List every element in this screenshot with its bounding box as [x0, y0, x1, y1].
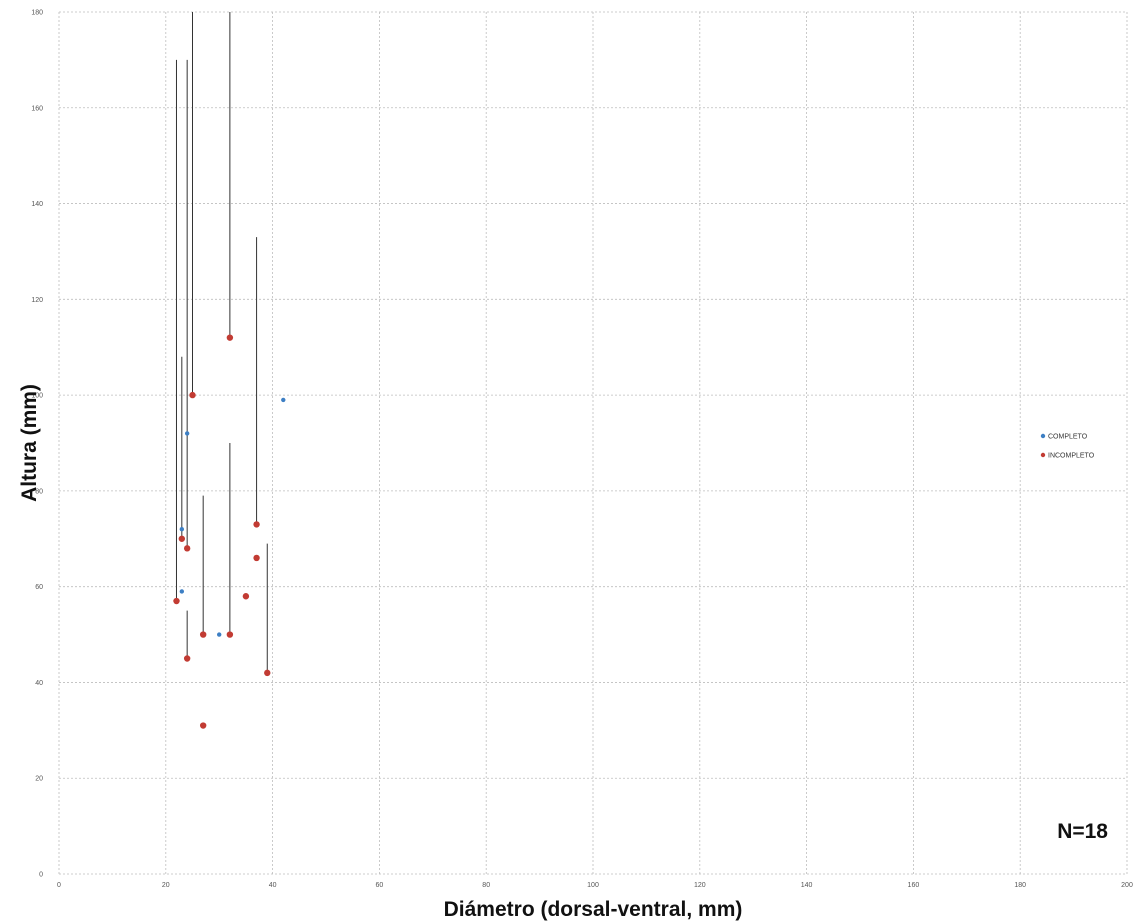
- data-point-incompleto: [253, 554, 260, 562]
- data-point-completo: [281, 397, 286, 403]
- data-point-incompleto: [199, 722, 207, 729]
- data-points: [173, 334, 286, 729]
- x-axis-title: Diámetro (dorsal-ventral, mm): [444, 898, 743, 921]
- x-tick-label: 20: [162, 882, 170, 889]
- y-tick-label: 0: [39, 872, 43, 879]
- data-point-incompleto: [226, 631, 234, 638]
- y-tick-label: 20: [35, 776, 43, 783]
- y-tick-label: 120: [31, 297, 43, 304]
- x-tick-label: 180: [1014, 882, 1026, 889]
- y-tick-label: 40: [35, 680, 43, 687]
- data-point-incompleto: [226, 334, 234, 341]
- x-tick-label: 200: [1121, 882, 1133, 889]
- y-tick-label: 180: [31, 10, 43, 17]
- plot-background: [59, 12, 1127, 874]
- y-tick-label: 60: [35, 584, 43, 591]
- y-tick-label: 80: [35, 488, 43, 495]
- data-point-completo: [179, 589, 185, 594]
- data-point-incompleto: [199, 631, 207, 638]
- x-tick-label: 120: [694, 882, 706, 889]
- y-tick-label: 160: [31, 105, 43, 112]
- data-point-completo: [179, 527, 185, 532]
- y-tick-label: 140: [31, 201, 43, 208]
- data-point-incompleto: [183, 545, 191, 552]
- x-tick-label: 80: [482, 882, 490, 889]
- range-lines: [175, 12, 268, 673]
- data-point-incompleto: [253, 521, 260, 528]
- legend-marker-incompleto: [1040, 452, 1046, 458]
- x-tick-label: 0: [57, 882, 61, 889]
- data-point-incompleto: [183, 655, 191, 662]
- data-point-incompleto: [189, 391, 196, 399]
- grid-lines: [58, 11, 1128, 875]
- tick-labels: 0 20 40 60 80 100 120 140 160 180 200 0 20 40 60 80 100 1…: [31, 10, 1133, 890]
- x-tick-label: 100: [587, 882, 599, 889]
- x-tick-label: 160: [908, 882, 920, 889]
- x-tick-label: 60: [376, 882, 384, 889]
- legend-label-incompleto: INCOMPLETO: [1048, 453, 1095, 460]
- x-tick-label: 40: [269, 882, 277, 889]
- sample-size-annotation: N=18: [1057, 820, 1108, 843]
- data-point-incompleto: [173, 597, 180, 605]
- x-tick-label: 140: [801, 882, 813, 889]
- legend-label-completo: COMPLETO: [1048, 434, 1088, 441]
- y-tick-label: 100: [31, 393, 43, 400]
- data-point-incompleto: [178, 535, 186, 542]
- data-point-incompleto: [242, 593, 250, 600]
- data-point-completo: [184, 431, 190, 436]
- y-axis-title: Altura (mm): [18, 384, 41, 502]
- data-point-incompleto: [264, 669, 271, 677]
- legend: COMPLETO INCOMPLETO: [1040, 433, 1095, 460]
- data-point-completo: [217, 632, 222, 637]
- legend-marker-completo: [1040, 433, 1046, 439]
